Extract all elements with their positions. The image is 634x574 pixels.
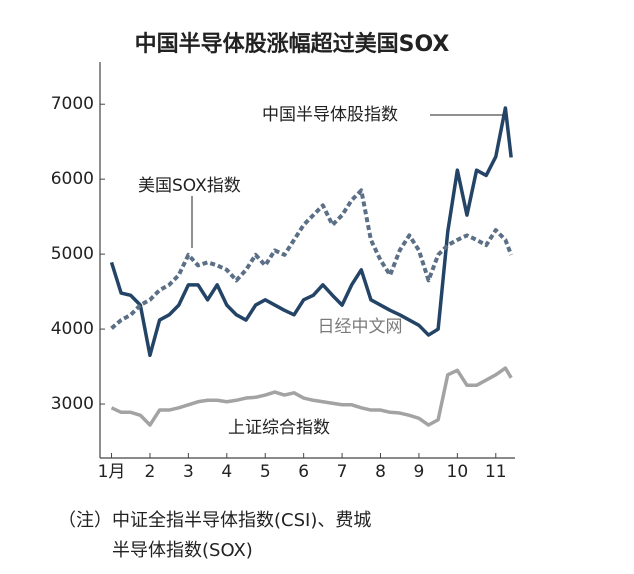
series-label: 上证综合指数 (228, 418, 330, 438)
series-label: 中国半导体股指数 (262, 105, 398, 125)
x-tick-label: 5 (260, 462, 271, 482)
x-tick-label: 9 (414, 462, 425, 482)
watermark: 日经中文网 (318, 317, 403, 337)
x-tick-label: 8 (375, 462, 386, 482)
x-tick-label: 4 (221, 462, 232, 482)
y-tick-label: 7000 (51, 94, 94, 114)
x-tick-label: 1月 (98, 462, 126, 482)
series-label: 美国SOX指数 (138, 176, 241, 196)
series-line (110, 366, 513, 427)
x-tick-label: 10 (447, 462, 469, 482)
x-tick-label: 3 (183, 462, 194, 482)
y-tick-label: 3000 (51, 394, 94, 414)
note: 半导体指数(SOX) (112, 540, 253, 561)
y-tick-label: 5000 (51, 244, 94, 264)
note: （注）中证全指半导体指数(CSI)、费城 (58, 510, 371, 531)
chart-title: 中国半导体股涨幅超过美国SOX (135, 31, 450, 57)
x-tick-label: 7 (337, 462, 348, 482)
y-tick-label: 4000 (51, 319, 94, 339)
y-tick-label: 6000 (51, 169, 94, 189)
x-tick-label: 2 (145, 462, 156, 482)
x-tick-label: 11 (485, 462, 507, 482)
x-tick-label: 6 (298, 462, 309, 482)
series-line (109, 106, 513, 358)
series-line (110, 188, 514, 330)
